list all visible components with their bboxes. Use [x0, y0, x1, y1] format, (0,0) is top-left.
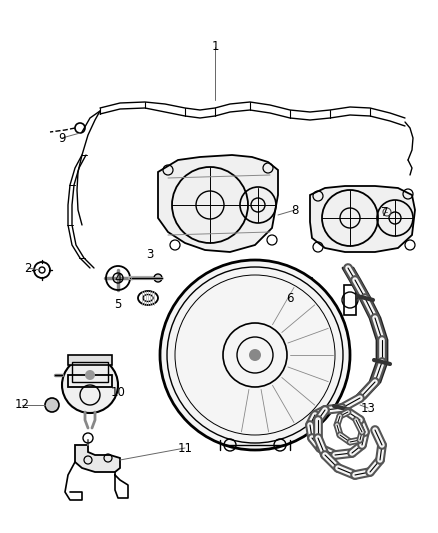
Polygon shape	[158, 155, 278, 252]
Text: 2: 2	[24, 262, 32, 274]
Text: 6: 6	[286, 292, 294, 304]
Bar	[270, 278, 312, 320]
Polygon shape	[75, 445, 120, 472]
Polygon shape	[310, 186, 415, 252]
Circle shape	[249, 349, 261, 361]
Bar	[72, 362, 108, 382]
Text: 1: 1	[211, 41, 219, 53]
Bar	[68, 375, 112, 387]
Circle shape	[85, 370, 95, 380]
Bar	[68, 355, 112, 365]
Text: 11: 11	[177, 441, 192, 455]
Bar	[344, 285, 356, 315]
Text: 13: 13	[360, 401, 375, 415]
Text: 4: 4	[114, 271, 122, 285]
Circle shape	[62, 357, 118, 413]
Text: 7: 7	[381, 206, 389, 219]
Text: 10: 10	[110, 385, 125, 399]
Text: 5: 5	[114, 298, 122, 311]
Text: 3: 3	[146, 248, 154, 262]
Text: 9: 9	[58, 132, 66, 144]
Text: 8: 8	[291, 204, 299, 216]
Circle shape	[45, 398, 59, 412]
Text: 12: 12	[14, 399, 29, 411]
Circle shape	[154, 274, 162, 282]
Circle shape	[160, 260, 350, 450]
